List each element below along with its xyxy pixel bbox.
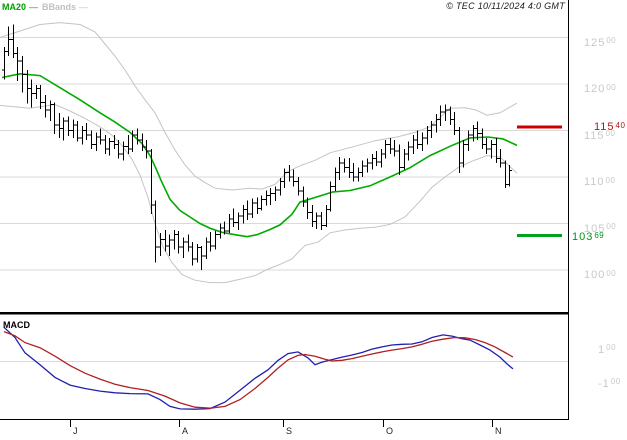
month-label: N [495, 426, 502, 436]
copyright-text: © TEC 10/11/2024 4:0 GMT [446, 1, 565, 11]
macd-line [3, 326, 514, 410]
month-ticks [70, 419, 493, 427]
month-label: J [73, 426, 78, 436]
bbands-legend-label: BBands [42, 2, 77, 12]
month-label: A [182, 426, 189, 436]
month-label: S [286, 426, 293, 436]
macd-tick-label: 100 [598, 343, 617, 356]
ma20-legend-label: MA20 [2, 2, 27, 12]
price-tick-label: 10000 [584, 268, 617, 281]
ma20-line [1, 72, 518, 238]
macd-signal-line [3, 330, 514, 409]
price-tick-label: 10500 [584, 222, 617, 235]
candles-series [2, 24, 512, 270]
month-label: O [386, 426, 394, 436]
price-tick-label: 11000 [584, 175, 616, 188]
macd-tick-label: -100 [598, 377, 621, 390]
price-tick-label: 11500 [584, 129, 616, 142]
price-tick-label: 12500 [584, 36, 617, 49]
price-gridlines [0, 37, 568, 271]
resistance-level-label: 11540 [594, 120, 626, 133]
bb-upper-line [0, 22, 518, 191]
support-level-label: 10369 [572, 230, 605, 243]
chart-legend: MA20 — BBands — [2, 2, 88, 13]
macd-panel-label: MACD [3, 320, 30, 330]
bbands-legend-swatch: — [79, 2, 89, 12]
bb-lower-line [0, 103, 518, 284]
price-tick-label: 12000 [584, 82, 617, 95]
ma20-legend-swatch: — [29, 2, 39, 12]
